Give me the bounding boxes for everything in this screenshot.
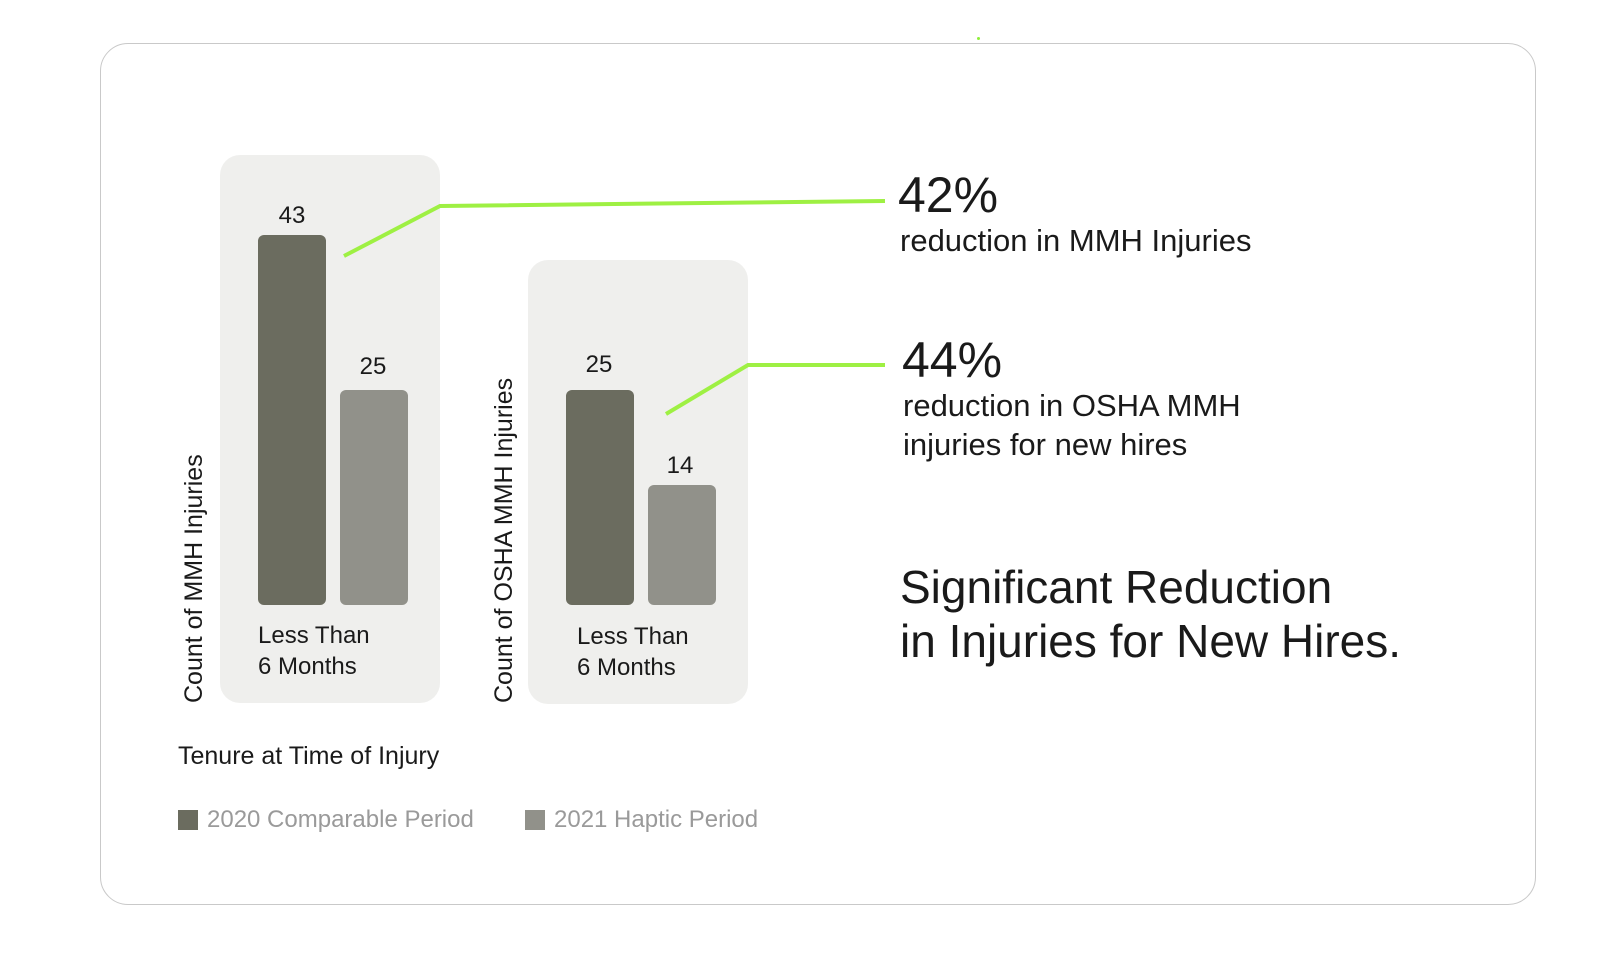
chart2-category-line1: Less Than: [577, 623, 689, 650]
chart2-category-line2: 6 Months: [577, 654, 676, 681]
chart1-category-line1: Less Than: [258, 622, 370, 649]
callout-connector-2: [664, 363, 885, 416]
legend-label-2021: 2021 Haptic Period: [554, 806, 759, 833]
chart1-value-label-2021: 25: [359, 353, 387, 380]
headline-line2: in Injuries for New Hires.: [900, 615, 1402, 667]
callout-2-description-line2: injuries for new hires: [903, 427, 1188, 462]
legend-item-2020: 2020 Comparable Period: [178, 806, 474, 834]
headline: Significant Reduction in Injuries for Ne…: [900, 560, 1401, 668]
chart1-bar-2021: [340, 390, 408, 605]
chart1-value-label-2020: 43: [278, 202, 306, 229]
legend-label-2020: 2020 Comparable Period: [207, 806, 474, 833]
legend-swatch-2021: [525, 810, 545, 830]
accent-dot: [977, 37, 980, 40]
x-axis-label: Tenure at Time of Injury: [178, 742, 440, 770]
chart2-value-label-2020: 25: [585, 351, 613, 378]
chart2-category-label: Less Than 6 Months: [577, 621, 689, 683]
chart1-bar-2020: [258, 235, 326, 605]
callout-2-percentage: 44%: [902, 332, 1003, 388]
callout-2-description: reduction in OSHA MMH injuries for new h…: [903, 386, 1241, 464]
callout-connector-1: [343, 199, 886, 258]
legend-swatch-2020: [178, 810, 198, 830]
callout-2-description-line1: reduction in OSHA MMH: [903, 388, 1241, 423]
chart1-category-line2: 6 Months: [258, 653, 357, 680]
callout-1-description: reduction in MMH Injuries: [900, 223, 1252, 258]
chart2-value-label-2021: 14: [666, 452, 694, 479]
chart2-bar-2020: [566, 390, 634, 605]
callout-1-percentage: 42%: [898, 167, 999, 223]
chart1-category-label: Less Than 6 Months: [258, 620, 370, 682]
chart2-bar-2021: [648, 485, 716, 605]
legend-item-2021: 2021 Haptic Period: [525, 806, 758, 834]
chart2-panel: [528, 260, 748, 704]
headline-line1: Significant Reduction: [900, 561, 1333, 613]
